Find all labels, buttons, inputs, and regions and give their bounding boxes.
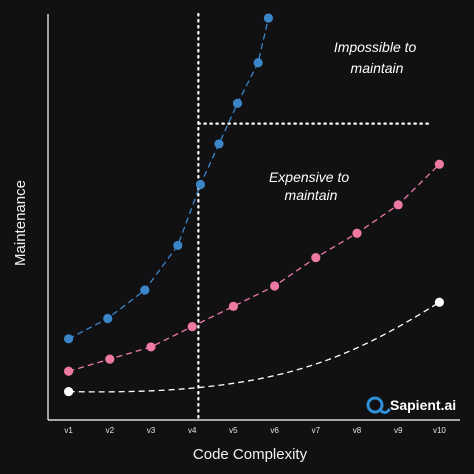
series-2-point (434, 297, 444, 307)
series-1-point (393, 200, 403, 210)
series-0-point (253, 58, 263, 68)
series-1-point (434, 159, 444, 169)
x-tick-label-v5: v5 (229, 426, 238, 435)
series-0-point (173, 240, 183, 251)
series-0-point (232, 98, 243, 108)
series-1-point (64, 366, 74, 376)
x-tick-label-v7: v7 (312, 426, 321, 435)
sapient-logo-icon (366, 396, 391, 414)
series-layer (64, 13, 444, 397)
x-tick-label-v9: v9 (394, 426, 403, 435)
series-1-point (105, 354, 115, 364)
series-0-point (195, 179, 206, 190)
annotation-impossible-line-2: maintain (351, 60, 404, 76)
annotation-impossible-line-1: Impossible to (334, 39, 417, 55)
annotation-expensive: Expensive to maintain (269, 169, 353, 203)
series-2 (64, 297, 444, 397)
axes (47, 14, 460, 421)
x-tick-label-v4: v4 (188, 426, 197, 435)
x-axis-label: Code Complexity (193, 446, 308, 463)
series-1-point (146, 342, 156, 352)
x-tick-label-v8: v8 (353, 426, 362, 435)
series-1-point (187, 322, 197, 332)
x-tick-label-v1: v1 (64, 426, 73, 435)
series-1-line (68, 163, 440, 372)
series-0-point (103, 313, 113, 324)
series-1 (64, 159, 444, 376)
series-0-point (140, 285, 150, 295)
series-1-point (352, 228, 362, 238)
series-0-point (214, 139, 224, 149)
series-2-line (68, 301, 440, 393)
series-1-point (311, 253, 321, 263)
series-2-point (64, 386, 74, 397)
x-tick-label-v6: v6 (270, 426, 279, 435)
annotation-impossible: Impossible to maintain (334, 39, 420, 76)
series-1-point (228, 301, 238, 311)
x-tick-labels: v1 v2 v3 v4 v5 v6 v7 v8 v9 v10 (64, 426, 446, 435)
sapient-logo-text: Sapient.ai (390, 397, 456, 413)
series-0-point (263, 13, 274, 23)
series-0-point (64, 334, 74, 344)
annotation-expensive-line-2: maintain (285, 187, 338, 203)
threshold-lines (197, 12, 434, 422)
annotation-expensive-line-1: Expensive to (269, 169, 349, 185)
x-tick-label-v2: v2 (106, 426, 115, 435)
series-1-point (270, 281, 280, 291)
y-axis-label: Maintenance (12, 180, 29, 266)
x-tick-label-v10: v10 (433, 426, 446, 435)
series-0 (64, 13, 274, 344)
x-tick-label-v3: v3 (147, 426, 156, 435)
sapient-logo: Sapient.ai (366, 396, 456, 414)
